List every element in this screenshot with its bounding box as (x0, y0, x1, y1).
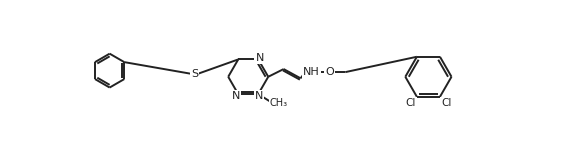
Text: NH: NH (303, 67, 320, 77)
Text: N: N (255, 53, 264, 63)
Text: N: N (232, 91, 240, 101)
Text: O: O (325, 67, 334, 77)
Text: N: N (255, 91, 263, 101)
Text: CH₃: CH₃ (270, 98, 288, 108)
Text: S: S (191, 69, 198, 79)
Text: Cl: Cl (405, 98, 416, 108)
Text: Cl: Cl (441, 98, 451, 108)
